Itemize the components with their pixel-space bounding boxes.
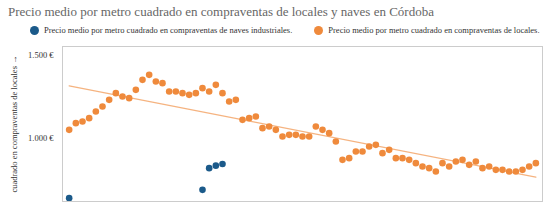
- svg-text:1.000 €: 1.000 €: [28, 133, 54, 143]
- html-text:Precio medio por metro cuadrad: Precio medio por metro cuadrado en compr…: [44, 25, 293, 35]
- html-text:Precio medio por metro cuadrad: Precio medio por metro cuadrado en compr…: [328, 25, 540, 35]
- html-text:Precio medio por metro cuadrad: Precio medio por metro cuadrado en compr…: [8, 4, 434, 19]
- svg-text:cuadrado en compraventas de lo: cuadrado en compraventas de locales →: [9, 55, 19, 192]
- svg-text:1.500 €: 1.500 €: [28, 50, 54, 60]
